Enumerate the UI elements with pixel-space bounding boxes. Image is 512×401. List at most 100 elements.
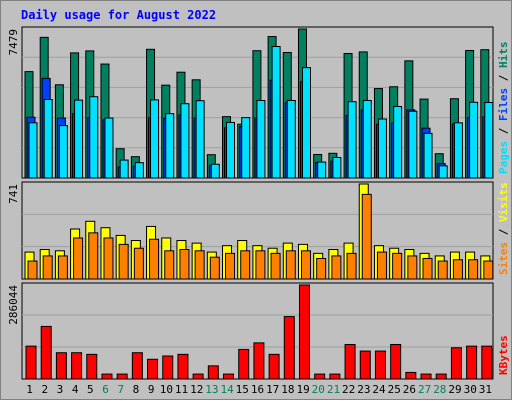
bar-pages <box>453 122 463 179</box>
x-tick-label: 10 <box>160 383 173 396</box>
x-tick-label: 20 <box>312 383 325 396</box>
bar-kbytes <box>101 373 113 380</box>
x-tick-label: 6 <box>102 383 109 396</box>
bar-sites <box>300 250 311 280</box>
bar-sites <box>285 250 296 280</box>
bar-sites <box>255 250 266 280</box>
legend-entry: / <box>497 68 510 88</box>
bar-pages <box>347 101 357 179</box>
bar-sites <box>103 237 114 280</box>
x-tick-label: 31 <box>479 383 492 396</box>
y-max-label: 741 <box>7 184 20 204</box>
bar-sites <box>361 193 372 280</box>
bar-kbytes <box>162 355 174 380</box>
x-tick-label: 15 <box>236 383 249 396</box>
bar-kbytes <box>344 343 356 380</box>
bar-kbytes <box>116 373 128 380</box>
y-max-label: 286044 <box>7 285 20 325</box>
bar-pages <box>393 105 403 179</box>
bar-pages <box>332 156 342 179</box>
x-tick-label: 9 <box>148 383 155 396</box>
bar-kbytes <box>390 343 402 380</box>
x-tick-label: 7 <box>117 383 124 396</box>
bar-sites <box>331 255 342 280</box>
bar-kbytes <box>481 345 493 380</box>
bar-sites <box>194 250 205 280</box>
x-tick-label: 25 <box>388 383 401 396</box>
bar-pages <box>469 101 479 179</box>
bar-sites <box>118 243 129 280</box>
bar-pages <box>74 99 84 179</box>
bar-sites <box>42 255 53 280</box>
legend-entry: KBytes <box>497 335 510 375</box>
bar-sites <box>316 257 327 280</box>
x-tick-label: 23 <box>357 383 370 396</box>
legend-visits-sites: Sites / Visits <box>497 182 510 275</box>
x-tick-label: 27 <box>418 383 431 396</box>
bar-kbytes <box>298 284 310 380</box>
bar-pages <box>301 67 311 179</box>
bar-kbytes <box>238 348 250 380</box>
bar-kbytes <box>192 373 204 380</box>
bar-kbytes <box>86 353 98 380</box>
bar-sites <box>149 238 160 280</box>
bar-sites <box>225 252 236 280</box>
bar-pages <box>119 159 129 179</box>
bar-sites <box>270 252 281 280</box>
bar-sites <box>209 256 220 280</box>
bar-kbytes <box>207 365 219 380</box>
bar-kbytes <box>25 345 37 380</box>
bar-pages <box>180 103 190 179</box>
bar-kbytes <box>131 352 143 380</box>
bar-pages <box>362 100 372 179</box>
bar-kbytes <box>71 352 83 380</box>
legend-entry: / <box>497 222 510 242</box>
x-tick-label: 16 <box>251 383 264 396</box>
bar-sites <box>392 252 403 280</box>
bar-kbytes <box>329 373 341 380</box>
bar-kbytes <box>435 373 447 380</box>
bar-sites <box>407 255 418 280</box>
bar-kbytes <box>268 353 280 380</box>
bar-pages <box>104 117 114 179</box>
x-tick-label: 26 <box>403 383 416 396</box>
x-tick-label: 4 <box>72 383 79 396</box>
bar-kbytes <box>374 350 386 380</box>
bar-sites <box>240 250 251 280</box>
bar-kbytes <box>466 345 478 380</box>
bar-pages <box>89 96 99 179</box>
bar-sites <box>164 250 175 280</box>
legend-kbytes: KBytes <box>497 335 510 375</box>
x-tick-label: 30 <box>464 383 477 396</box>
x-tick-label: 12 <box>190 383 203 396</box>
bar-pages <box>377 118 387 179</box>
bar-pages <box>286 100 296 179</box>
bar-kbytes <box>253 342 265 380</box>
bar-kbytes <box>405 371 417 380</box>
bar-kbytes <box>55 352 67 380</box>
legend-hits-files-pages: Pages / Files / Hits <box>497 42 510 175</box>
bar-kbytes <box>223 373 235 380</box>
legend-entry: Visits <box>497 182 510 222</box>
bar-sites <box>437 260 448 280</box>
x-tick-label: 14 <box>220 383 234 396</box>
x-tick-label: 19 <box>296 383 309 396</box>
x-tick-label: 3 <box>57 383 64 396</box>
legend-entry: Hits <box>497 42 510 69</box>
y-max-label: 7479 <box>7 29 20 56</box>
bar-kbytes <box>314 373 326 380</box>
bar-pages <box>28 122 38 179</box>
x-tick-label: 28 <box>433 383 446 396</box>
bar-pages <box>438 165 448 179</box>
x-tick-label: 11 <box>175 383 188 396</box>
bar-sites <box>133 247 144 280</box>
bar-pages <box>165 113 175 179</box>
bar-kbytes <box>147 358 159 380</box>
x-tick-label: 21 <box>327 383 340 396</box>
bar-kbytes <box>177 353 189 380</box>
legend-entry: Files <box>497 88 510 121</box>
bar-pages <box>423 132 433 179</box>
bar-sites <box>57 255 68 280</box>
bar-pages <box>150 99 160 179</box>
